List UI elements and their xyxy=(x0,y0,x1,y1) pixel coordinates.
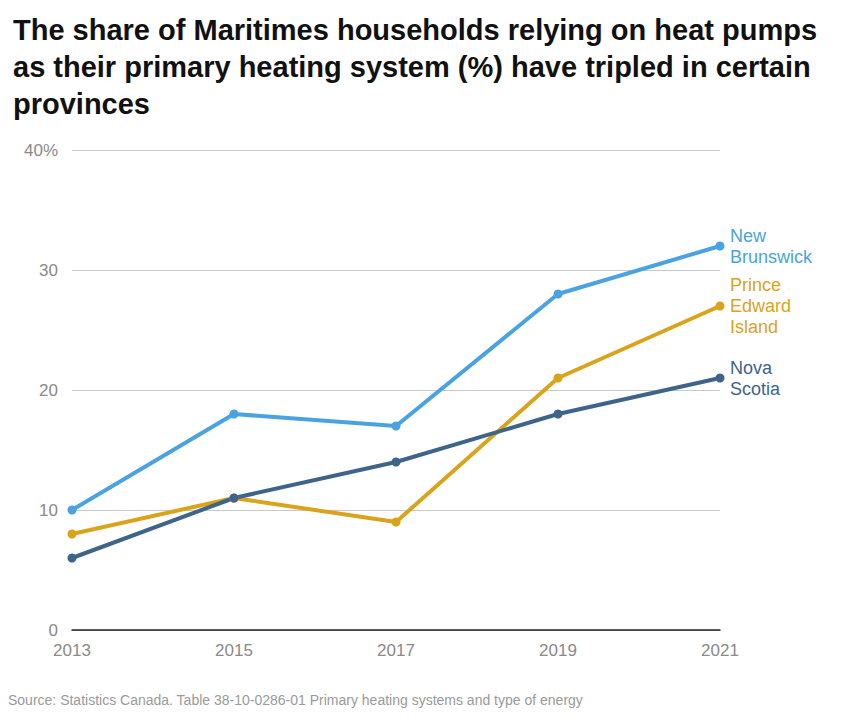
svg-text:40%: 40% xyxy=(24,141,58,160)
svg-text:as their primary heating syste: as their primary heating system (%) have… xyxy=(13,51,819,83)
svg-text:2015: 2015 xyxy=(215,641,253,660)
svg-text:Scotia: Scotia xyxy=(730,379,781,399)
svg-text:20: 20 xyxy=(39,381,58,400)
svg-text:Edward: Edward xyxy=(730,296,796,316)
svg-text:Nova: Nova xyxy=(730,358,777,378)
svg-text:2013: 2013 xyxy=(53,641,91,660)
svg-text:provinces: provinces xyxy=(13,88,150,120)
svg-text:30: 30 xyxy=(39,261,58,280)
svg-text:10: 10 xyxy=(39,501,58,520)
svg-text:Island: Island xyxy=(730,317,778,337)
svg-text:Brunswick: Brunswick xyxy=(730,247,813,267)
svg-text:0: 0 xyxy=(49,621,58,640)
svg-text:Source: Statistics Canada. Tab: Source: Statistics Canada. Table 38-10-0… xyxy=(8,692,583,708)
svg-text:The share of Maritimes househo: The share of Maritimes households relyin… xyxy=(13,14,825,46)
svg-text:2021: 2021 xyxy=(701,641,739,660)
svg-text:2017: 2017 xyxy=(377,641,415,660)
svg-text:Prince: Prince xyxy=(730,275,786,295)
svg-text:2019: 2019 xyxy=(539,641,577,660)
svg-text:New: New xyxy=(730,226,771,246)
